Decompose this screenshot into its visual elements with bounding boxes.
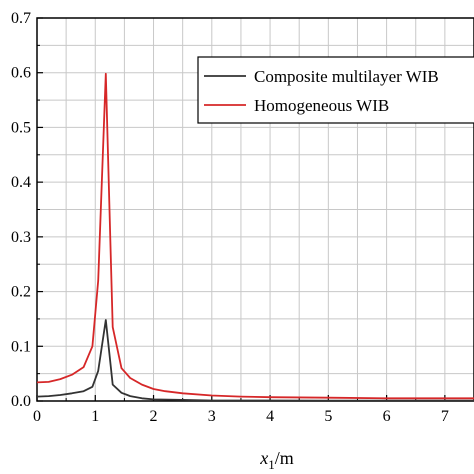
y-tick-label: 0.3 bbox=[11, 229, 31, 246]
legend-label-1: Homogeneous WIB bbox=[254, 96, 389, 115]
x-axis-title: x1/m bbox=[259, 448, 294, 472]
x-axis-title-unit: /m bbox=[275, 448, 294, 468]
legend: Composite multilayer WIB Homogeneous WIB bbox=[197, 56, 474, 124]
y-tick-label: 0.4 bbox=[11, 174, 31, 191]
series-lines bbox=[37, 72, 474, 401]
y-tick-label: 0.5 bbox=[11, 119, 31, 136]
y-tick-label: 0.1 bbox=[11, 338, 31, 355]
y-tick-label: 0.0 bbox=[11, 393, 31, 410]
y-tick-label: 0.2 bbox=[11, 284, 31, 301]
x-axis-title-subscript: 1 bbox=[268, 457, 275, 472]
y-tick-label: 0.7 bbox=[11, 10, 31, 27]
y-tick-label: 0.6 bbox=[11, 65, 31, 82]
legend-box bbox=[197, 56, 474, 124]
x-tick-label: 6 bbox=[383, 408, 391, 425]
x-tick-label: 7 bbox=[441, 408, 449, 425]
x-tick-label: 5 bbox=[324, 408, 332, 425]
x-tick-label: 3 bbox=[208, 408, 216, 425]
x-axis-title-main: x bbox=[259, 448, 268, 468]
legend-label-0: Composite multilayer WIB bbox=[254, 67, 439, 86]
x-tick-label: 4 bbox=[266, 408, 274, 425]
x-tick-label: 2 bbox=[150, 408, 158, 425]
x-tick-label: 0 bbox=[33, 408, 41, 425]
series-line-0 bbox=[37, 319, 474, 401]
x-tick-label: 1 bbox=[91, 408, 99, 425]
axis-ticks: 0 1 2 3 4 5 6 7 0.0 0.1 0.2 0.3 0.4 0.5 0.6 0.7 bbox=[11, 10, 449, 425]
series-line-1 bbox=[37, 72, 474, 400]
